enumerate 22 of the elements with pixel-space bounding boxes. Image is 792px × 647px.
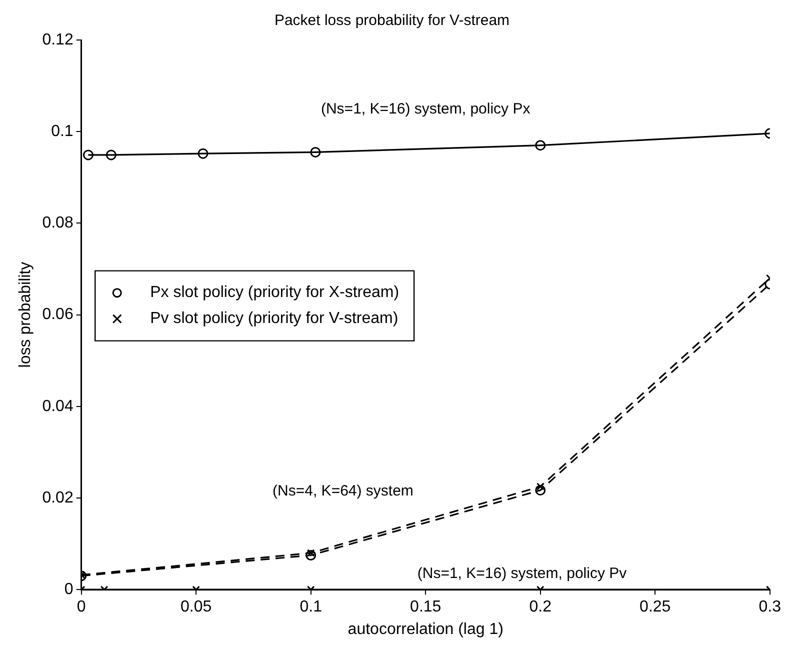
y-tick-label: 0.12 xyxy=(42,31,74,48)
y-tick-label: 0 xyxy=(64,581,74,598)
x-tick-label: 0.05 xyxy=(180,598,212,616)
x-tick-label: 0.1 xyxy=(300,598,322,616)
annotation: (Ns=1, K=16) system, policy Px xyxy=(320,100,531,118)
y-tick-label: 0.06 xyxy=(42,306,74,324)
x-tick-label: 0.2 xyxy=(529,598,552,616)
y-tick-label: 0.08 xyxy=(42,214,74,232)
y-tick-label: 0.1 xyxy=(51,123,74,140)
y-tick-label: 0.04 xyxy=(42,398,74,415)
y-axis-title: loss probability xyxy=(17,262,34,368)
x-axis-title: autocorrelation (lag 1) xyxy=(348,620,504,638)
x-tick-label: 0.3 xyxy=(758,598,782,616)
legend-label: Px slot policy (priority for X-stream) xyxy=(150,284,400,302)
legend-label: Pv slot policy (priority for V-stream) xyxy=(150,310,398,328)
x-tick-label: 0.25 xyxy=(640,598,671,616)
y-tick-label: 0.02 xyxy=(42,489,74,506)
annotation: (Ns=1, K=16) system, policy Pv xyxy=(417,564,628,582)
annotation: (Ns=4, K=64) system xyxy=(272,482,414,500)
chart-title: Packet loss probability for V-stream xyxy=(274,12,510,30)
x-tick-label: 0 xyxy=(76,598,86,616)
x-tick-label: 0.15 xyxy=(410,598,442,616)
